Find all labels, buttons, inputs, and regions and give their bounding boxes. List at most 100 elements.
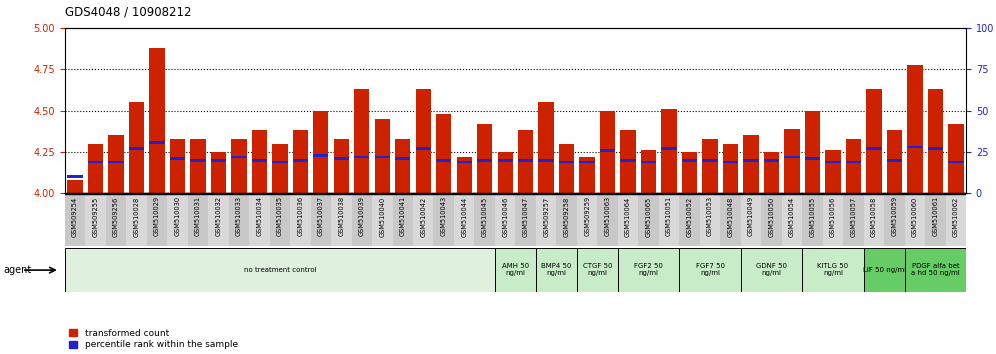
Bar	[846, 139, 862, 193]
Text: GSM509256: GSM509256	[113, 196, 119, 236]
Bar	[536, 248, 577, 292]
Bar	[927, 89, 943, 193]
Bar	[826, 161, 841, 163]
Bar	[784, 156, 800, 158]
Bar	[293, 159, 308, 162]
Bar	[618, 248, 679, 292]
Bar	[658, 194, 679, 246]
Text: GSM509254: GSM509254	[72, 196, 78, 236]
Bar	[559, 144, 575, 193]
Bar	[498, 159, 513, 162]
Bar	[904, 248, 966, 292]
Text: GSM510040: GSM510040	[379, 196, 385, 236]
Bar	[518, 130, 533, 193]
Bar	[580, 161, 595, 163]
Bar	[126, 194, 146, 246]
Bar	[495, 248, 536, 292]
Bar	[392, 194, 413, 246]
Bar	[518, 159, 533, 162]
Text: FGF7 50
ng/ml: FGF7 50 ng/ml	[695, 263, 724, 276]
Bar	[109, 135, 124, 193]
Bar	[293, 130, 308, 193]
Bar	[743, 135, 759, 193]
Bar	[661, 109, 676, 193]
Bar	[477, 124, 492, 193]
Bar	[577, 194, 598, 246]
Bar	[498, 152, 513, 193]
Text: GSM510057: GSM510057	[851, 196, 857, 236]
Bar	[557, 194, 577, 246]
Bar	[169, 158, 185, 160]
Text: GSM510046: GSM510046	[502, 196, 508, 236]
Bar	[187, 194, 208, 246]
Text: GSM510065: GSM510065	[645, 196, 651, 236]
Bar	[539, 102, 554, 193]
Bar	[68, 176, 83, 178]
Text: GSM510029: GSM510029	[154, 196, 160, 236]
Text: GSM510060: GSM510060	[912, 196, 918, 236]
Bar	[313, 111, 329, 193]
Bar	[764, 152, 779, 193]
Bar	[802, 248, 864, 292]
Bar	[272, 161, 288, 163]
Bar	[355, 156, 370, 158]
Text: GSM510042: GSM510042	[420, 196, 426, 236]
Text: GSM510052: GSM510052	[686, 196, 692, 236]
Bar	[128, 102, 144, 193]
Text: GSM509259: GSM509259	[584, 196, 591, 236]
Bar	[867, 89, 881, 193]
Bar	[598, 194, 618, 246]
Bar	[415, 89, 431, 193]
Bar	[907, 64, 922, 193]
Bar	[577, 248, 618, 292]
Bar	[640, 150, 656, 193]
Bar	[867, 148, 881, 150]
Bar	[88, 144, 104, 193]
Bar	[925, 194, 945, 246]
Bar	[723, 144, 738, 193]
Bar	[948, 161, 963, 163]
Bar	[621, 130, 635, 193]
Text: GDS4048 / 10908212: GDS4048 / 10908212	[65, 5, 191, 18]
Bar	[782, 194, 802, 246]
Text: GSM509258: GSM509258	[564, 196, 570, 236]
Bar	[88, 161, 104, 163]
Bar	[433, 194, 454, 246]
Text: GSM510039: GSM510039	[359, 196, 365, 236]
Bar	[536, 194, 557, 246]
Bar	[495, 194, 516, 246]
Bar	[886, 130, 902, 193]
Bar	[413, 194, 433, 246]
Text: GSM510051: GSM510051	[666, 196, 672, 236]
Bar	[661, 148, 676, 150]
Bar	[190, 159, 205, 162]
Bar	[252, 159, 267, 162]
Bar	[516, 194, 536, 246]
Bar	[948, 124, 963, 193]
Bar	[146, 194, 167, 246]
Bar	[352, 194, 373, 246]
Legend: transformed count, percentile rank within the sample: transformed count, percentile rank withi…	[70, 329, 238, 349]
Text: GSM510037: GSM510037	[318, 196, 324, 236]
Bar	[149, 48, 164, 193]
Bar	[106, 194, 126, 246]
Bar	[826, 150, 841, 193]
Text: BMP4 50
ng/ml: BMP4 50 ng/ml	[541, 263, 572, 276]
Bar	[149, 141, 164, 144]
Bar	[741, 194, 761, 246]
Text: CTGF 50
ng/ml: CTGF 50 ng/ml	[583, 263, 613, 276]
Bar	[784, 129, 800, 193]
Text: GSM510061: GSM510061	[932, 196, 938, 236]
Bar	[290, 194, 311, 246]
Bar	[700, 194, 720, 246]
Bar	[109, 161, 124, 163]
Bar	[600, 149, 616, 152]
Bar	[208, 194, 229, 246]
Text: GSM510055: GSM510055	[810, 196, 816, 236]
Text: GSM510036: GSM510036	[298, 196, 304, 236]
Bar	[456, 157, 472, 193]
Text: GSM510045: GSM510045	[482, 196, 488, 236]
Bar	[764, 159, 779, 162]
Text: GSM510056: GSM510056	[830, 196, 836, 236]
Bar	[618, 194, 638, 246]
